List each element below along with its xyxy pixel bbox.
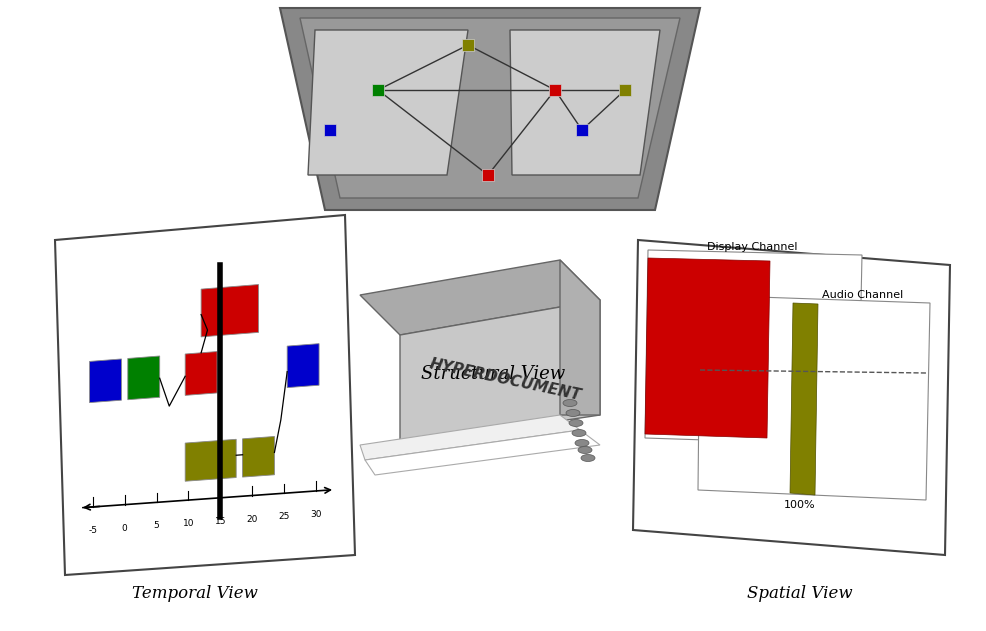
Text: 100%: 100% (784, 500, 815, 510)
Text: Display Channel: Display Channel (706, 242, 797, 252)
Polygon shape (280, 8, 699, 210)
Polygon shape (300, 18, 679, 198)
Bar (618, 84, 630, 96)
Text: Spatial View: Spatial View (746, 585, 852, 602)
Text: 10: 10 (182, 519, 194, 528)
Text: Audio Channel: Audio Channel (821, 290, 902, 300)
Bar (481, 169, 494, 181)
Ellipse shape (562, 399, 577, 406)
Polygon shape (308, 30, 467, 175)
Text: HYPERDOCUMENT: HYPERDOCUMENT (427, 357, 582, 403)
Ellipse shape (565, 410, 580, 416)
Polygon shape (243, 437, 274, 477)
Polygon shape (201, 285, 258, 337)
Polygon shape (185, 439, 236, 481)
Ellipse shape (578, 447, 592, 454)
Polygon shape (632, 240, 950, 555)
Polygon shape (644, 258, 769, 438)
Polygon shape (697, 295, 929, 500)
Polygon shape (789, 303, 817, 495)
Polygon shape (127, 356, 160, 399)
Polygon shape (185, 351, 217, 396)
Polygon shape (55, 215, 355, 575)
Polygon shape (287, 344, 318, 387)
Ellipse shape (572, 430, 586, 437)
Ellipse shape (575, 440, 589, 447)
Ellipse shape (568, 420, 583, 427)
Text: 20: 20 (246, 515, 257, 524)
Polygon shape (90, 359, 121, 403)
Text: -5: -5 (88, 526, 98, 535)
Polygon shape (644, 250, 861, 445)
Text: 0: 0 (121, 524, 127, 533)
Text: Structural View: Structural View (420, 365, 565, 383)
Bar (461, 39, 473, 51)
Polygon shape (360, 260, 599, 335)
Text: 25: 25 (278, 512, 290, 521)
Polygon shape (399, 300, 599, 445)
Text: Temporal View: Temporal View (132, 585, 257, 602)
Bar (372, 84, 384, 96)
Polygon shape (360, 415, 580, 460)
Text: 15: 15 (214, 517, 226, 526)
Ellipse shape (581, 454, 595, 461)
Text: 30: 30 (310, 510, 321, 519)
Bar (548, 84, 560, 96)
Polygon shape (365, 430, 599, 475)
Text: 5: 5 (154, 521, 159, 531)
Polygon shape (510, 30, 660, 175)
Polygon shape (559, 260, 599, 415)
Bar (576, 124, 588, 136)
Bar (323, 124, 335, 136)
